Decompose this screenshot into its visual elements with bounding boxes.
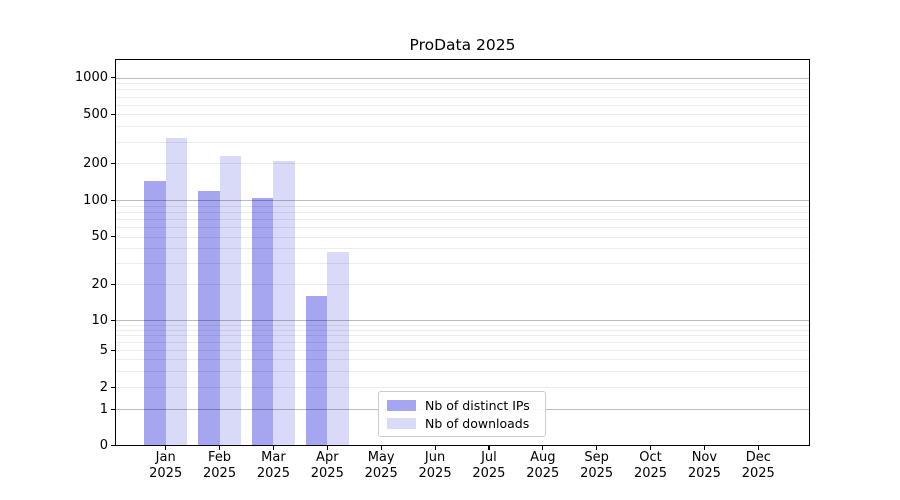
y-tick-mark — [111, 445, 115, 447]
bar-downloads-jan — [165, 138, 188, 445]
y-tick-mark — [111, 199, 115, 201]
bar-distinct-ips-feb — [197, 191, 220, 445]
y-tick-label: 0 — [99, 438, 108, 453]
y-tick-mark — [111, 319, 115, 321]
x-tick-mark — [596, 446, 598, 450]
y-tick-mark — [111, 349, 115, 351]
gridline-y-6 — [116, 342, 809, 344]
x-tick-label-may: May 2025 — [364, 450, 398, 481]
x-tick-label-feb: Feb 2025 — [203, 450, 237, 481]
gridline-y-300 — [116, 141, 809, 143]
bar-downloads-apr — [327, 252, 350, 445]
gridline-y-600 — [116, 104, 809, 106]
x-tick-mark — [380, 446, 382, 450]
legend: Nb of distinct IPs Nb of downloads — [378, 391, 546, 437]
legend-swatch-distinct-ips — [387, 400, 416, 412]
gridline-y-90 — [116, 205, 809, 207]
gridline-y-10 — [116, 320, 809, 321]
y-tick-mark — [111, 283, 115, 285]
y-tick-mark — [111, 408, 115, 410]
gridline-y-2 — [116, 387, 809, 389]
gridline-y-20 — [116, 284, 809, 285]
x-tick-label-jul: Jul 2025 — [472, 450, 506, 481]
y-tick-mark — [111, 77, 115, 79]
x-tick-label-dec: Dec 2025 — [741, 450, 775, 481]
chart-title: ProData 2025 — [409, 36, 516, 54]
gridline-y-700 — [116, 96, 809, 98]
y-tick-mark — [111, 113, 115, 115]
x-tick-label-aug: Aug 2025 — [526, 450, 560, 481]
y-tick-mark — [111, 162, 115, 165]
gridline-y-9 — [116, 324, 809, 326]
y-tick-label: 500 — [83, 106, 108, 122]
x-tick-mark — [219, 446, 221, 450]
x-tick-mark — [703, 446, 706, 450]
x-tick-label-jun: Jun 2025 — [418, 450, 452, 481]
legend-swatch-downloads — [387, 417, 416, 429]
gridline-y-200 — [116, 163, 809, 165]
gridline-y-500 — [116, 114, 809, 116]
gridline-y-4 — [116, 359, 809, 361]
x-tick-mark — [542, 446, 544, 450]
y-tick-label: 5 — [99, 342, 108, 358]
bar-distinct-ips-jan — [143, 180, 166, 445]
gridline-y-50 — [116, 236, 809, 238]
x-tick-label-mar: Mar 2025 — [256, 450, 290, 481]
gridline-y-80 — [116, 211, 809, 213]
gridline-y-8 — [116, 329, 809, 331]
gridline-y-1000 — [116, 77, 809, 79]
x-tick-mark — [650, 446, 652, 450]
y-tick-label: 50 — [91, 229, 108, 245]
x-tick-mark — [165, 446, 167, 450]
gridline-y-3 — [116, 370, 809, 372]
gridline-y-5 — [116, 350, 809, 351]
legend-label: Nb of distinct IPs — [425, 398, 530, 414]
x-tick-mark — [326, 446, 328, 450]
x-tick-mark — [272, 446, 275, 450]
gridline-y-900 — [116, 83, 809, 85]
gridline-y-70 — [116, 218, 809, 220]
y-tick-mark — [111, 236, 115, 238]
legend-item-downloads: Nb of downloads — [387, 415, 537, 432]
bar-distinct-ips-apr — [305, 295, 328, 445]
legend-item-distinct-ips: Nb of distinct IPs — [387, 397, 537, 414]
y-tick-label: 2 — [99, 379, 108, 395]
y-tick-label: 100 — [83, 192, 108, 208]
y-tick-label: 1000 — [74, 70, 108, 86]
gridline-y-7 — [116, 335, 809, 337]
y-tick-mark — [111, 386, 115, 388]
x-tick-label-sep: Sep 2025 — [580, 450, 614, 481]
x-tick-label-apr: Apr 2025 — [310, 450, 344, 481]
bar-distinct-ips-mar — [251, 197, 274, 445]
gridline-y-60 — [116, 227, 809, 229]
plot-area — [115, 59, 810, 446]
x-tick-mark — [488, 446, 490, 450]
x-tick-label-jan: Jan 2025 — [149, 450, 183, 481]
gridline-y-30 — [116, 263, 809, 265]
gridline-y-400 — [116, 126, 809, 128]
y-tick-label: 1 — [99, 401, 108, 417]
y-tick-label: 20 — [91, 276, 108, 292]
x-tick-mark — [757, 446, 759, 450]
legend-label: Nb of downloads — [425, 415, 530, 431]
bar-downloads-feb — [219, 155, 242, 445]
gridline-y-40 — [116, 248, 809, 250]
bar-downloads-mar — [273, 160, 296, 445]
x-tick-label-nov: Nov 2025 — [687, 450, 721, 481]
gridline-y-100 — [116, 200, 809, 202]
y-tick-label: 200 — [83, 155, 108, 171]
y-tick-label: 10 — [91, 312, 108, 328]
x-tick-label-oct: Oct 2025 — [633, 450, 668, 481]
gridline-y-800 — [116, 89, 809, 91]
x-tick-mark — [434, 446, 436, 450]
